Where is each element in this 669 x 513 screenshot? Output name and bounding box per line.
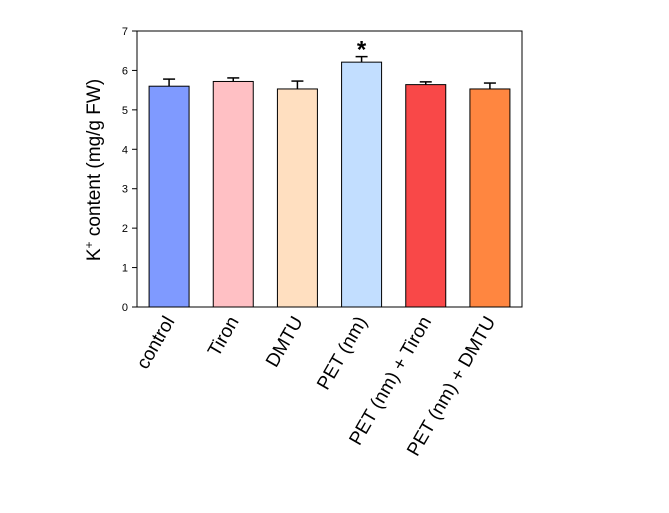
y-axis-title-superscript: +	[82, 241, 96, 248]
y-tick-label: 7	[122, 26, 128, 38]
x-tick-label: PET (nm)	[313, 313, 372, 394]
y-axis-title-rest: content (mg/g FW)	[84, 79, 105, 242]
bar	[148, 85, 190, 308]
y-tick-label: 4	[122, 144, 128, 156]
y-axis-title-main: K	[84, 248, 105, 261]
y-axis: 0 1 2 3 4 5 6 7	[122, 26, 137, 314]
x-tick-label: Tiron	[204, 313, 243, 360]
bar	[405, 84, 447, 308]
y-tick-label: 5	[122, 105, 128, 117]
y-tick-label: 2	[122, 223, 128, 235]
x-axis-labels: control Tiron DMTU PET (nm)PET (nm) + Tiron…	[133, 313, 501, 460]
significance-annotation: *	[357, 37, 367, 64]
y-tick-label: 6	[122, 65, 128, 77]
bar	[276, 88, 318, 308]
bar	[341, 61, 383, 308]
plot-area-frame	[136, 30, 523, 308]
y-tick-label: 1	[122, 263, 128, 275]
x-tick-label: control	[133, 313, 180, 373]
bar	[469, 88, 511, 308]
bars-group: *	[148, 37, 511, 308]
bar	[212, 80, 254, 308]
x-tick-label: DMTU	[262, 313, 308, 371]
y-axis-title: K+ content (mg/g FW)	[82, 79, 105, 261]
y-tick-label: 3	[122, 184, 128, 196]
y-tick-label: 0	[122, 302, 128, 314]
